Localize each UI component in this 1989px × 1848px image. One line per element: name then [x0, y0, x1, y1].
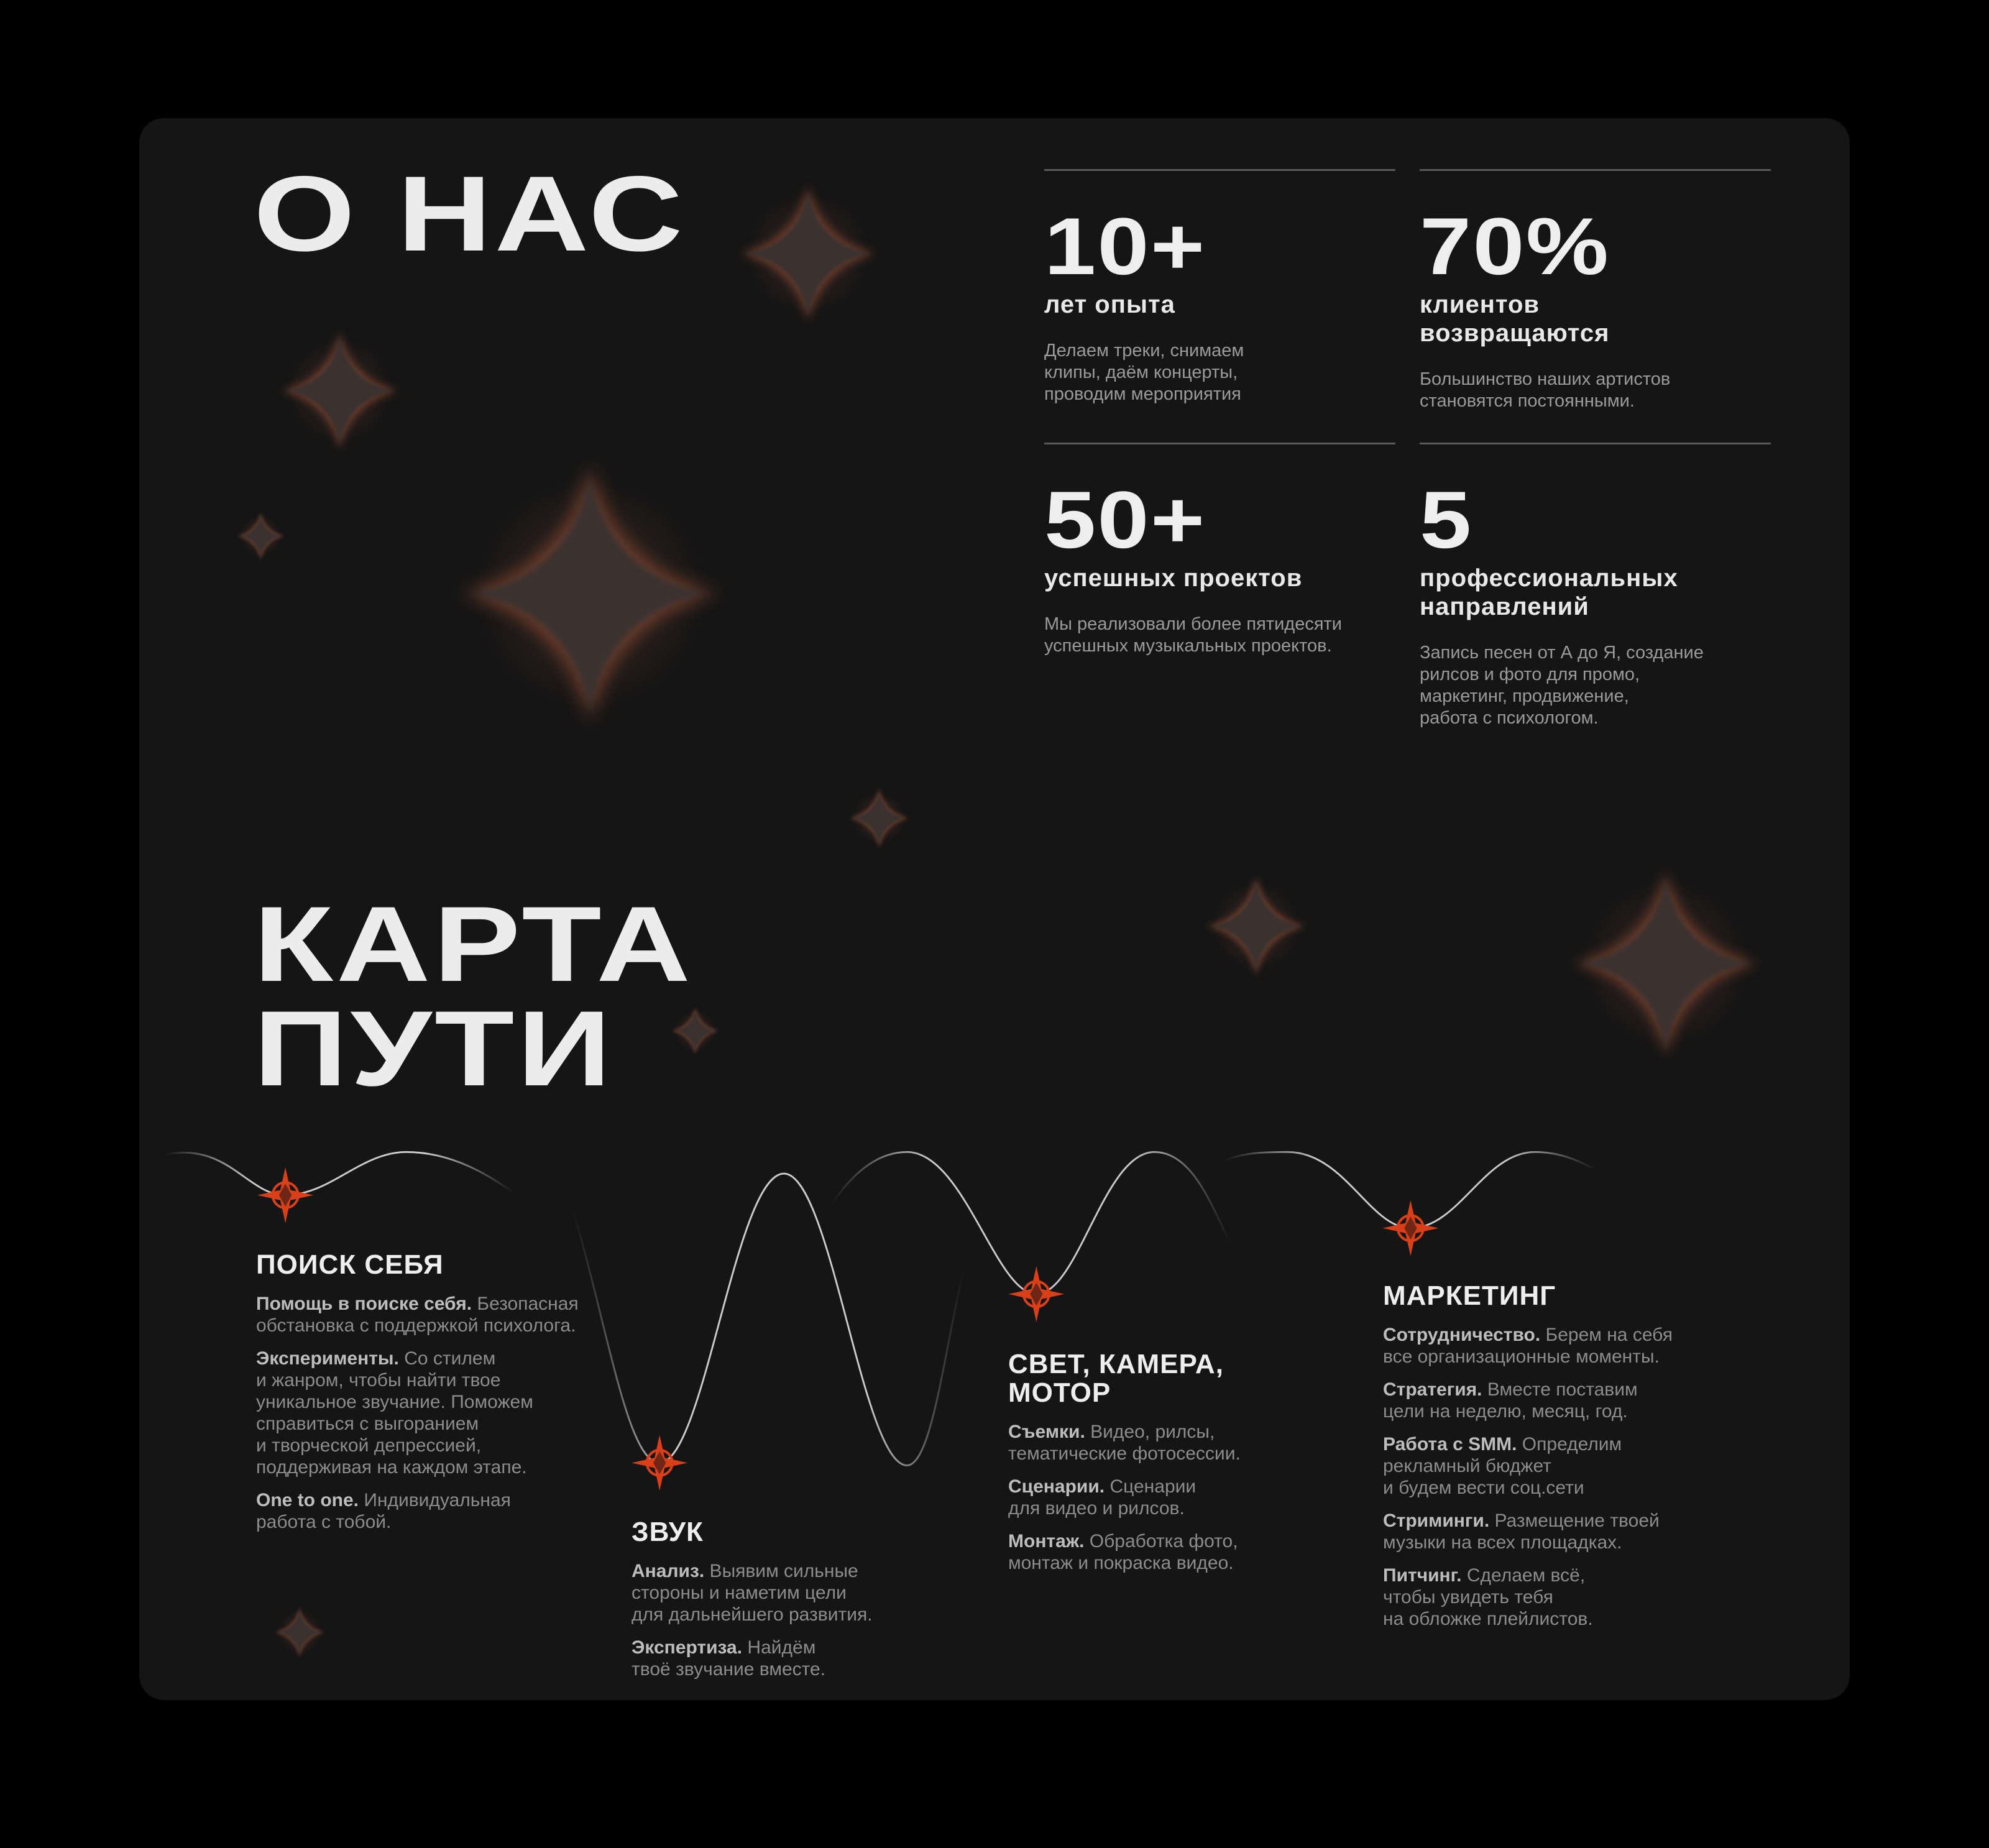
stage-item-text: Найдём твоё звучание вместе. — [632, 1637, 826, 1680]
stat-label: лет опыта — [1044, 291, 1175, 318]
stage-item-heading: Помощь в поиске себя. — [256, 1294, 472, 1314]
stage-marketing: МАРКЕТИНГ Сотрудничество. Берем на себя … — [1383, 1282, 1731, 1630]
stat-desc: Мы реализовали более пятидесяти успешных… — [1044, 614, 1343, 656]
compass-star-icon — [257, 1167, 314, 1223]
stage-item-heading: Работа с SMM. — [1383, 1434, 1517, 1455]
sparkle-star-icon — [1192, 862, 1321, 991]
stage-item-text: Вместе поставим цели на неделю, месяц, г… — [1383, 1379, 1638, 1422]
stage-item: Помощь в поиске себя. Безопасная обстано… — [256, 1293, 604, 1336]
stat-label: профессиональных направлений — [1420, 564, 1678, 620]
stage-item-text: Индивидуальная работа с тобой. — [256, 1490, 511, 1532]
stage-item: Анализ. Выявим сильные стороны и наметим… — [632, 1560, 955, 1625]
stage-item-heading: Стриминги. — [1383, 1510, 1490, 1531]
stage-item: Питчинг. Сделаем всё, чтобы увидеть тебя… — [1383, 1565, 1731, 1630]
stage-item-text: Обработка фото, монтаж и покраска видео. — [1008, 1531, 1238, 1573]
stage-item-heading: Монтаж. — [1008, 1531, 1085, 1551]
wave-segment — [572, 1172, 965, 1466]
stat-projects: 50+ успешных проектов Мы реализовали бол… — [1044, 443, 1395, 657]
stage-item-text: Сценарии для видео и рилсов. — [1008, 1476, 1197, 1519]
stat-experience: 10+ лет опыта Делаем треки, снимаем клип… — [1044, 169, 1395, 405]
sparkle-star-icon — [719, 165, 897, 342]
journey-title-line: ПУТИ — [254, 989, 614, 1108]
stage-item-heading: Сценарии. — [1008, 1476, 1105, 1497]
wave-segment — [830, 1151, 1231, 1295]
about-title: О НАС — [254, 154, 686, 274]
stage-item: Сценарии. Сценарии для видео и рилсов. — [1008, 1476, 1331, 1519]
stage-item-heading: Эксперименты. — [256, 1348, 399, 1369]
sparkle-star-icon — [263, 314, 416, 467]
stat-label: клиентов возвращаются — [1420, 291, 1610, 347]
stage-title: ПОИСК СЕБЯ — [256, 1249, 444, 1280]
stage-title: ЗВУК — [632, 1517, 704, 1547]
stage-item-text: Безопасная обстановка с поддержкой психо… — [256, 1294, 579, 1336]
sparkle-star-icon — [840, 779, 918, 857]
stage-item-heading: Анализ. — [632, 1561, 705, 1581]
stage-item: Стриминги. Размещение твоей музыки на вс… — [1383, 1510, 1731, 1553]
stat-desc: Большинство наших артистов становятся по… — [1420, 369, 1671, 411]
journey-title: КАРТА ПУТИ — [254, 885, 694, 1108]
wave-segment — [164, 1151, 515, 1197]
stat-returning-clients: 70% клиентов возвращаются Большинство на… — [1420, 169, 1771, 412]
stage-item-heading: Сотрудничество. — [1383, 1325, 1541, 1345]
stage-item-text: Определим рекламный бюджет и будем вести… — [1383, 1434, 1622, 1498]
stage-item-text: Размещение твоей музыки на всех площадка… — [1383, 1510, 1660, 1553]
stage-item-heading: Съемки. — [1008, 1422, 1085, 1442]
stage-light-camera: СВЕТ, КАМЕРА, МОТОР Съемки. Видео, рилсы… — [1008, 1350, 1331, 1574]
journey-wave — [164, 1151, 1597, 1491]
stat-value: 10+ — [1044, 201, 1206, 292]
stage-item: Монтаж. Обработка фото, монтаж и покраск… — [1008, 1530, 1331, 1574]
stat-value: 5 — [1420, 474, 1473, 565]
stage-sound: ЗВУК Анализ. Выявим сильные стороны и на… — [632, 1518, 955, 1680]
content-card: О НАС 10+ лет опыта Делаем треки, снимае… — [139, 118, 1850, 1700]
stage-title: МАРКЕТИНГ — [1383, 1280, 1556, 1311]
stat-value: 70% — [1420, 201, 1610, 292]
stat-desc: Делаем треки, снимаем клипы, даём концер… — [1044, 341, 1244, 404]
stage-item-heading: Экспертиза. — [632, 1637, 743, 1658]
sparkle-star-icon — [1545, 842, 1787, 1085]
stage-self-search: ПОИСК СЕБЯ Помощь в поиске себя. Безопас… — [256, 1251, 604, 1533]
stage-item: One to one. Индивидуальная работа с тобо… — [256, 1489, 604, 1533]
stage-item: Съемки. Видео, рилсы, тематические фотос… — [1008, 1421, 1331, 1464]
stage-item: Сотрудничество. Берем на себя все органи… — [1383, 1324, 1731, 1368]
stat-desc: Запись песен от А до Я, создание рилсов … — [1420, 643, 1704, 728]
stage-item-heading: One to one. — [256, 1490, 359, 1510]
compass-star-icon — [1382, 1200, 1439, 1256]
stage-title: СВЕТ, КАМЕРА, МОТОР — [1008, 1349, 1224, 1408]
stat-directions: 5 профессиональных направлений Запись пе… — [1420, 443, 1771, 729]
stage-item: Эксперименты. Со стилем и жанром, чтобы … — [256, 1348, 604, 1478]
stage-item-text: Берем на себя все организационные момент… — [1383, 1325, 1673, 1367]
stage-item: Работа с SMM. Определим рекламный бюджет… — [1383, 1433, 1731, 1499]
stage-item-heading: Стратегия. — [1383, 1379, 1482, 1400]
stage-item: Стратегия. Вместе поставим цели на недел… — [1383, 1379, 1731, 1422]
sparkle-star-icon — [664, 1000, 726, 1062]
sparkle-star-icon — [230, 505, 292, 567]
compass-star-icon — [632, 1435, 688, 1491]
stat-label: успешных проектов — [1044, 564, 1303, 592]
sparkle-star-icon — [267, 1600, 332, 1665]
sparkle-star-icon — [420, 424, 760, 763]
compass-star-icon — [1008, 1266, 1065, 1322]
stage-item: Экспертиза. Найдём твоё звучание вместе. — [632, 1637, 955, 1680]
stage-item-text: Сделаем всё, чтобы увидеть тебя на облож… — [1383, 1565, 1593, 1629]
stat-value: 50+ — [1044, 474, 1206, 565]
stage-item-text: Со стилем и жанром, чтобы найти твое уни… — [256, 1348, 533, 1478]
journey-title-line: КАРТА — [254, 885, 694, 1004]
stage-item-heading: Питчинг. — [1383, 1565, 1462, 1586]
stage-item-text: Видео, рилсы, тематические фотосессии. — [1008, 1422, 1241, 1464]
stage-item-text: Выявим сильные стороны и наметим цели дл… — [632, 1561, 873, 1625]
